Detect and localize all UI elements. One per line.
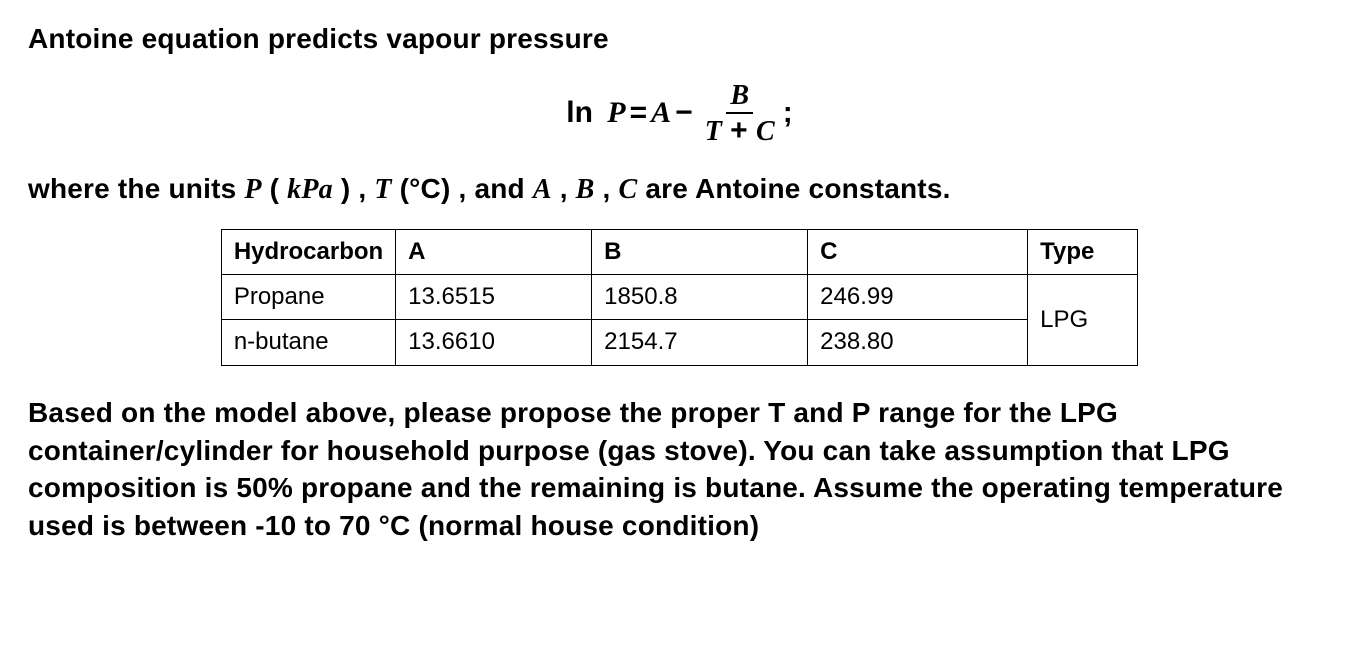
eq-equals: = (630, 93, 648, 134)
where-prefix: where the units (28, 173, 244, 204)
table-row: n-butane 13.6610 2154.7 238.80 (221, 320, 1137, 365)
where-sep2: , (603, 173, 619, 204)
cell-butane-name: n-butane (221, 320, 395, 365)
col-header-hydrocarbon: Hydrocarbon (221, 229, 395, 274)
where-T: T (374, 174, 391, 205)
table-header-row: Hydrocarbon A B C Type (221, 229, 1137, 274)
where-clause: where the units P ( kPa ) , T (°C) , and… (28, 170, 1331, 209)
eq-ln: ln (566, 93, 593, 134)
where-P-unit: kPa (287, 174, 333, 205)
where-C: C (619, 174, 638, 205)
col-header-a: A (396, 229, 592, 274)
eq-numerator: B (726, 80, 753, 114)
where-A: A (533, 174, 552, 205)
cell-propane-name: Propane (221, 274, 395, 319)
eq-T: T (705, 116, 722, 147)
question-text: Based on the model above, please propose… (28, 394, 1331, 545)
eq-fraction: B T + C (701, 80, 779, 146)
cell-butane-b: 2154.7 (592, 320, 808, 365)
cell-propane-c: 246.99 (808, 274, 1028, 319)
where-P-close: ) , (341, 173, 374, 204)
eq-P: P (607, 93, 625, 134)
eq-minus: − (675, 93, 693, 134)
col-header-b: B (592, 229, 808, 274)
antoine-constants-table: Hydrocarbon A B C Type Propane 13.6515 1… (221, 229, 1138, 366)
cell-type-lpg: LPG (1028, 274, 1138, 365)
cell-butane-c: 238.80 (808, 320, 1028, 365)
eq-plus: + (730, 114, 748, 147)
where-B: B (576, 174, 595, 205)
cell-propane-b: 1850.8 (592, 274, 808, 319)
col-header-c: C (808, 229, 1028, 274)
eq-A: A (651, 93, 671, 134)
where-suffix: are Antoine constants. (645, 173, 950, 204)
eq-B: B (730, 80, 749, 111)
table-container: Hydrocarbon A B C Type Propane 13.6515 1… (28, 229, 1331, 366)
cell-butane-a: 13.6610 (396, 320, 592, 365)
eq-semicolon: ; (783, 93, 793, 134)
eq-denominator: T + C (701, 114, 779, 146)
where-sep1: , (560, 173, 576, 204)
where-P: P (244, 174, 261, 205)
cell-propane-a: 13.6515 (396, 274, 592, 319)
where-T-unit: (°C) , and (400, 173, 533, 204)
intro-text: Antoine equation predicts vapour pressur… (28, 20, 1331, 58)
where-P-open: ( (270, 173, 280, 204)
equation-block: ln P = A − B T + C ; (28, 80, 1331, 146)
eq-C: C (756, 116, 775, 147)
antoine-equation: ln P = A − B T + C ; (566, 80, 792, 146)
table-row: Propane 13.6515 1850.8 246.99 LPG (221, 274, 1137, 319)
col-header-type: Type (1028, 229, 1138, 274)
